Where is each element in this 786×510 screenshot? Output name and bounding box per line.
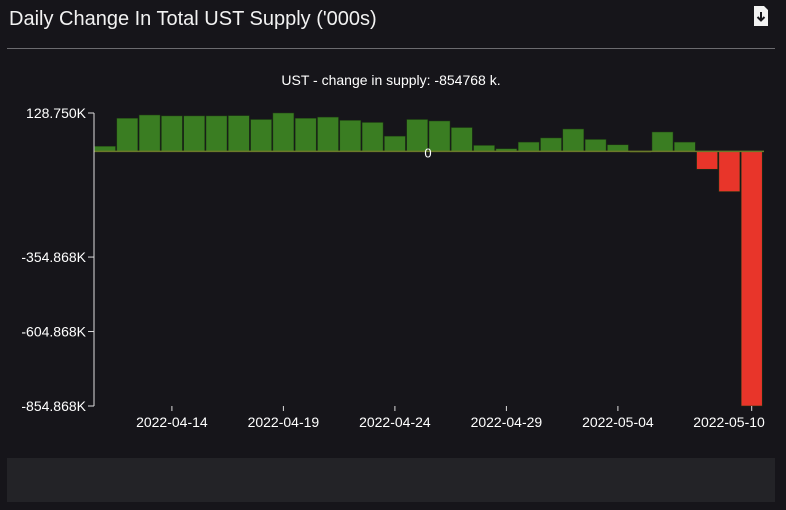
bar	[272, 112, 295, 152]
x-tick-label: 2022-04-24	[359, 414, 431, 430]
bar	[228, 115, 250, 152]
bar	[562, 128, 585, 152]
y-tick-label: -854.868K	[21, 398, 86, 414]
bar	[317, 116, 339, 152]
bar	[517, 141, 540, 152]
bar	[584, 139, 607, 152]
page-title: Daily Change In Total UST Supply ('000s)	[9, 8, 377, 30]
bar	[183, 115, 205, 152]
bar	[138, 114, 161, 152]
bar	[718, 151, 741, 192]
bar	[473, 145, 495, 152]
y-tick-label: -604.868K	[21, 324, 86, 340]
bar	[674, 141, 696, 152]
bar	[361, 122, 384, 152]
bar	[607, 144, 629, 152]
bar	[696, 151, 718, 170]
bar	[339, 120, 362, 152]
bar	[294, 118, 317, 152]
x-tick-label: 2022-05-10	[693, 414, 765, 430]
bar	[94, 146, 116, 152]
chart-title: UST - change in supply: -854768 k.	[281, 72, 500, 88]
bar	[205, 115, 228, 152]
bar-chart: UST - change in supply: -854768 k. 128.7…	[21, 72, 765, 430]
y-tick-label: 0	[424, 145, 431, 160]
bar	[740, 151, 763, 407]
x-tick-label: 2022-04-29	[471, 414, 543, 430]
bar	[384, 135, 406, 152]
y-tick-label: 128.750K	[26, 105, 87, 121]
footer-bar	[7, 458, 775, 502]
bar	[651, 131, 674, 152]
bar	[540, 137, 562, 152]
bar	[250, 119, 272, 152]
x-tick-label: 2022-04-19	[248, 414, 320, 430]
bar	[116, 118, 139, 152]
bar	[161, 115, 183, 152]
x-tick-label: 2022-05-04	[582, 414, 654, 430]
bar	[428, 120, 451, 152]
divider	[7, 48, 775, 49]
file-download-icon[interactable]	[753, 5, 769, 27]
y-tick-label: -354.868K	[21, 249, 86, 265]
bar	[451, 127, 473, 152]
x-tick-label: 2022-04-14	[136, 414, 208, 430]
